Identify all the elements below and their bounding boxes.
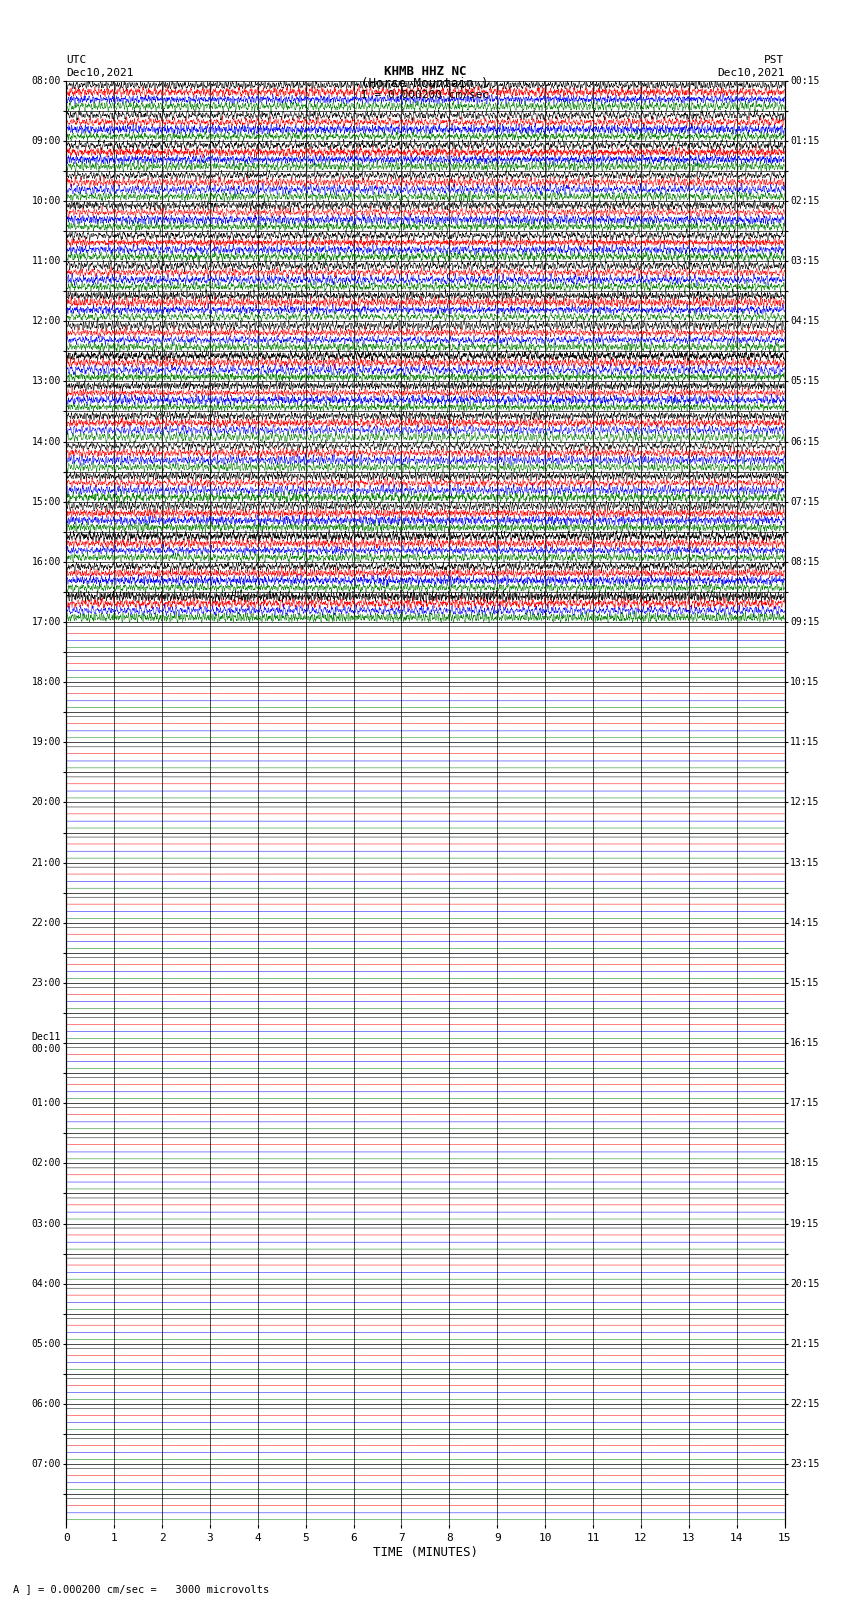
- Text: PST: PST: [764, 55, 785, 65]
- Text: A ] = 0.000200 cm/sec =   3000 microvolts: A ] = 0.000200 cm/sec = 3000 microvolts: [13, 1584, 269, 1594]
- Text: UTC: UTC: [66, 55, 87, 65]
- Text: (Horse Mountain ): (Horse Mountain ): [361, 77, 489, 90]
- Text: Dec10,2021: Dec10,2021: [66, 68, 133, 77]
- Text: KHMB HHZ NC: KHMB HHZ NC: [383, 65, 467, 77]
- Text: I = 0.000200 cm/sec: I = 0.000200 cm/sec: [361, 90, 489, 100]
- Text: Dec10,2021: Dec10,2021: [717, 68, 785, 77]
- X-axis label: TIME (MINUTES): TIME (MINUTES): [373, 1547, 478, 1560]
